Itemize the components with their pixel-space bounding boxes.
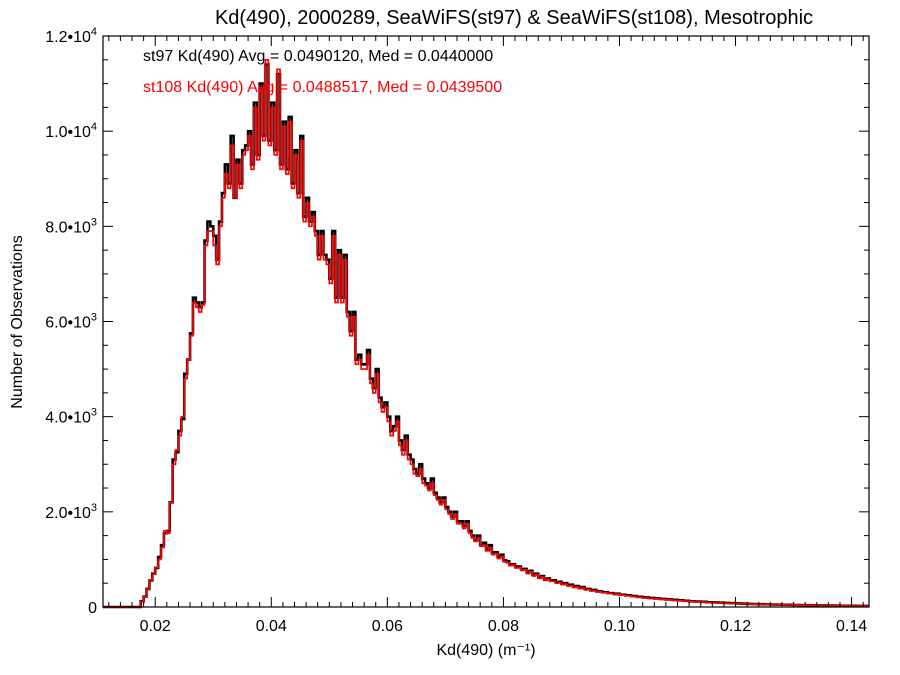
x-tick-label: 0.10 — [604, 618, 635, 635]
plot-series — [103, 58, 869, 609]
y-tick-label: 2.0•103 — [45, 502, 97, 522]
x-tick-label: 0.04 — [256, 618, 287, 635]
x-tick-label: 0.08 — [488, 618, 519, 635]
x-tick-label: 0.14 — [836, 618, 867, 635]
y-tick-label: 4.0•103 — [45, 407, 97, 427]
annotation-st97: st97 Kd(490) Avg = 0.0490120, Med = 0.04… — [143, 48, 493, 65]
y-tick-label: 1.0•104 — [45, 121, 97, 141]
y-axis: 0 2.0•103 4.0•103 6.0•103 8.0•103 1.0•104 1.2•… — [45, 26, 869, 617]
y-tick-label: 0 — [88, 600, 97, 617]
series-line-st97 — [103, 63, 869, 609]
y-axis-label: Number of Observations — [9, 235, 26, 408]
x-tick-label: 0.06 — [372, 618, 403, 635]
x-axis-label: Kd(490) (m⁻¹) — [436, 642, 535, 659]
x-axis: 0.02 0.04 0.06 0.08 0.10 0.12 0.14 — [108, 36, 867, 635]
y-tick-label: 8.0•103 — [45, 216, 97, 236]
x-tick-label: 0.02 — [140, 618, 171, 635]
series-line-st108 — [103, 58, 869, 608]
y-tick-label: 1.2•104 — [45, 26, 97, 46]
chart-title: Kd(490), 2000289, SeaWiFS(st97) & SeaWiF… — [215, 7, 813, 29]
plot-frame — [102, 35, 870, 608]
x-tick-label: 0.12 — [720, 618, 751, 635]
annotation-st108: st108 Kd(490) Avg = 0.0488517, Med = 0.0… — [143, 79, 502, 96]
y-tick-label: 6.0•103 — [45, 312, 97, 332]
